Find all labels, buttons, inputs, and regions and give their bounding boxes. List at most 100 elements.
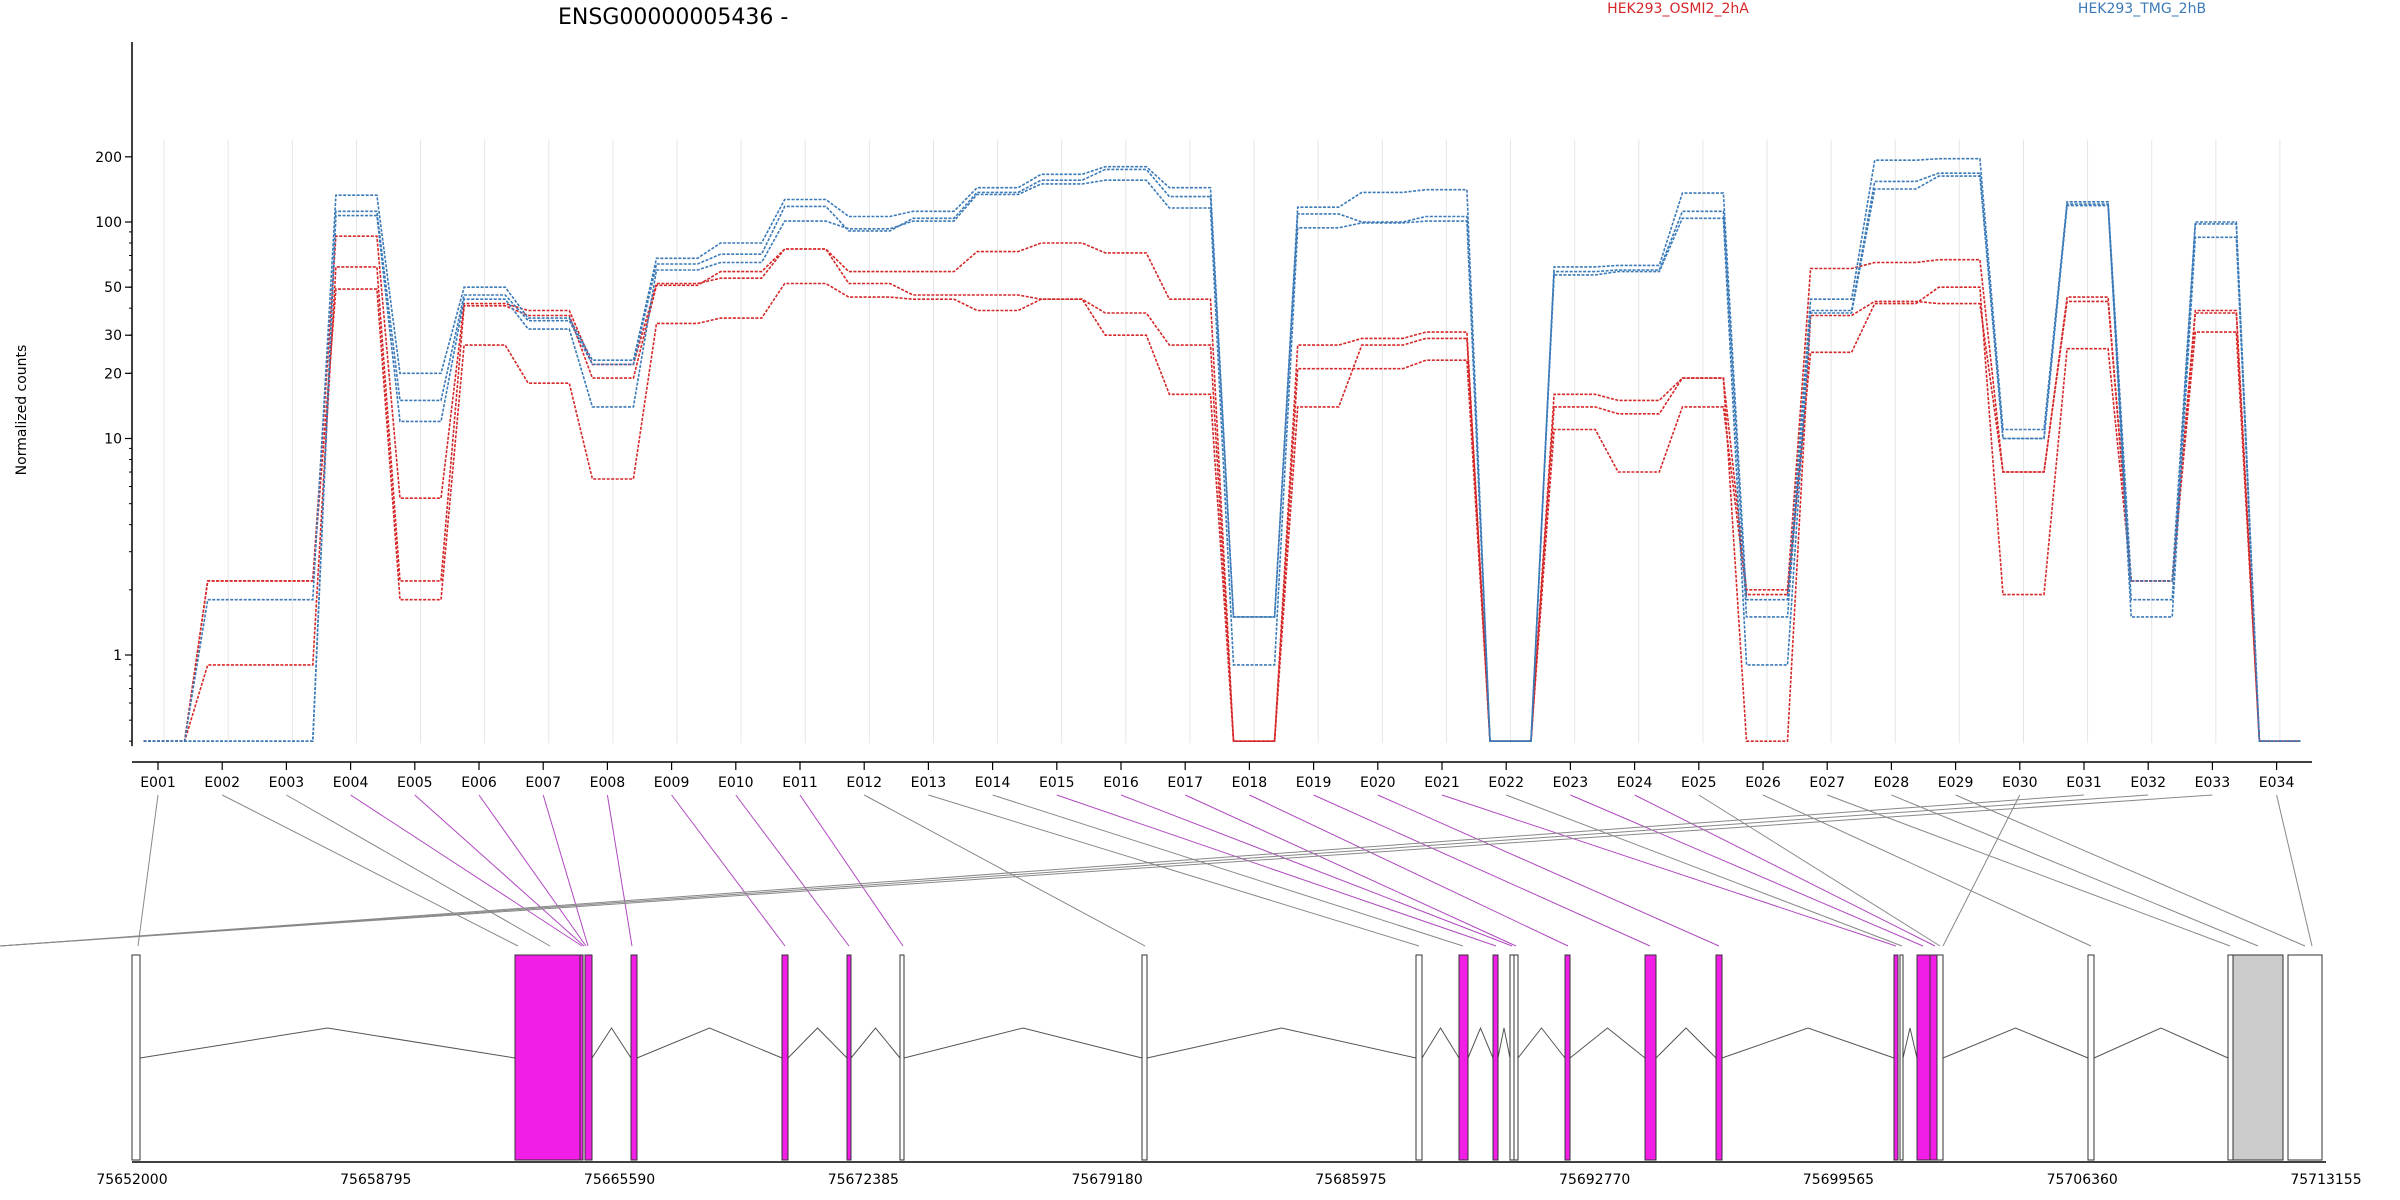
coord-label: 75658795 — [340, 1172, 411, 1188]
x-tick-label: E003 — [269, 775, 305, 791]
connector-line — [478, 794, 587, 947]
connector-line — [799, 794, 904, 947]
x-tick-label: E006 — [461, 775, 497, 791]
connector-line — [606, 794, 633, 947]
chart-title: ENSG00000005436 - — [558, 5, 788, 30]
series-line-4 — [143, 168, 2301, 742]
x-tick-label: E019 — [1296, 775, 1332, 791]
coord-label: 75685975 — [1315, 1172, 1386, 1188]
connector-line — [1634, 794, 1936, 947]
connector-line — [2276, 794, 2313, 947]
y-axis: 1 10 20 30 50 100 200 — [95, 42, 133, 747]
x-tick-label: E027 — [1809, 775, 1845, 791]
exon-box — [1715, 954, 1723, 1161]
gene-model — [131, 954, 2326, 1163]
series-line-5 — [143, 175, 2301, 742]
exon-box — [1458, 954, 1469, 1161]
exon-box — [1893, 954, 1899, 1161]
connector-line — [863, 794, 1146, 947]
exon-box — [514, 954, 581, 1161]
exon-box — [1644, 954, 1657, 1161]
intron-line — [139, 1027, 516, 1059]
x-tick-label: E016 — [1103, 775, 1139, 791]
connector-line — [221, 794, 519, 947]
connector-line — [0, 794, 2149, 947]
x-tick-label: E002 — [204, 775, 240, 791]
exon-box — [781, 954, 789, 1161]
connector-line — [350, 794, 583, 947]
x-tick-label: E026 — [1745, 775, 1781, 791]
grid — [163, 139, 2281, 744]
connector-line — [1891, 794, 2259, 947]
x-tick-label: E017 — [1167, 775, 1203, 791]
connector-line — [1762, 794, 2092, 947]
y-tick-label: 100 — [95, 215, 122, 231]
exon-connectors — [0, 794, 2313, 947]
x-tick-label: E024 — [1617, 775, 1653, 791]
series-line-1 — [143, 248, 2301, 742]
series-lines — [143, 157, 2301, 742]
exon-box — [1415, 954, 1423, 1161]
coord-label: 75665590 — [584, 1172, 655, 1188]
exon-box — [1509, 954, 1515, 1161]
connector-line — [1120, 794, 1513, 947]
x-tick-label: E029 — [1938, 775, 1974, 791]
exon-box — [1929, 954, 1938, 1161]
x-tick-label: E018 — [1232, 775, 1268, 791]
x-tick-label: E001 — [140, 775, 176, 791]
intron-line — [1942, 1027, 2089, 1059]
x-tick-label: E009 — [654, 775, 690, 791]
legend: HEK293_OSMI2_2hA HEK293_TMG_2hB — [1607, 1, 2206, 17]
y-tick-label: 30 — [104, 328, 122, 344]
connector-line — [1056, 794, 1497, 947]
x-tick-label: E033 — [2195, 775, 2231, 791]
exon-box — [584, 954, 593, 1161]
exon-box — [2087, 954, 2095, 1161]
connector-line — [928, 794, 1420, 947]
intron-line — [636, 1027, 783, 1059]
x-tick-label: E030 — [2002, 775, 2038, 791]
x-tick-label: E010 — [718, 775, 754, 791]
intron-line — [2093, 1027, 2229, 1059]
connector-line — [286, 794, 551, 947]
connector-line — [1441, 794, 1897, 947]
intron-line — [1421, 1027, 1460, 1059]
exon-box — [630, 954, 638, 1161]
coord-label: 75679180 — [1071, 1172, 1142, 1188]
coord-label: 75699565 — [1803, 1172, 1874, 1188]
connector-line — [0, 794, 2213, 947]
exon-box — [2232, 954, 2284, 1161]
y-tick-label: 200 — [95, 150, 122, 166]
intron-line — [903, 1027, 1143, 1059]
exon-box — [846, 954, 852, 1161]
x-tick-label: E028 — [1874, 775, 1910, 791]
connector-line — [1313, 794, 1651, 947]
exon-box — [1936, 954, 1944, 1161]
exon-box — [1141, 954, 1148, 1161]
connector-line — [1506, 794, 1903, 947]
x-tick-label: E022 — [1488, 775, 1524, 791]
x-tick-label: E007 — [525, 775, 561, 791]
exon-box — [1492, 954, 1499, 1161]
intron-line — [1569, 1027, 1646, 1059]
intron-line — [850, 1027, 901, 1059]
exon-box — [1899, 954, 1904, 1161]
exon-box — [579, 954, 584, 1161]
x-tick-label: E034 — [2259, 775, 2295, 791]
x-tick-label: E014 — [975, 775, 1011, 791]
connector-line — [542, 794, 589, 947]
x-tick-label: E005 — [397, 775, 433, 791]
connector-line — [1377, 794, 1720, 947]
connector-line — [735, 794, 850, 947]
connector-line — [1827, 794, 2231, 947]
x-tick-label: E025 — [1681, 775, 1717, 791]
y-axis-label: Normalized counts — [14, 345, 30, 476]
exon-box — [131, 954, 141, 1161]
x-axis: E001 E002 E003 E004 E005 E006 E007 E008 E009 E010… — [132, 761, 2312, 791]
x-tick-label: E032 — [2130, 775, 2166, 791]
connector-line — [992, 794, 1464, 947]
exon-box — [1916, 954, 1931, 1161]
x-tick-label: E020 — [1360, 775, 1396, 791]
legend-label-1: HEK293_TMG_2hB — [2078, 1, 2206, 17]
